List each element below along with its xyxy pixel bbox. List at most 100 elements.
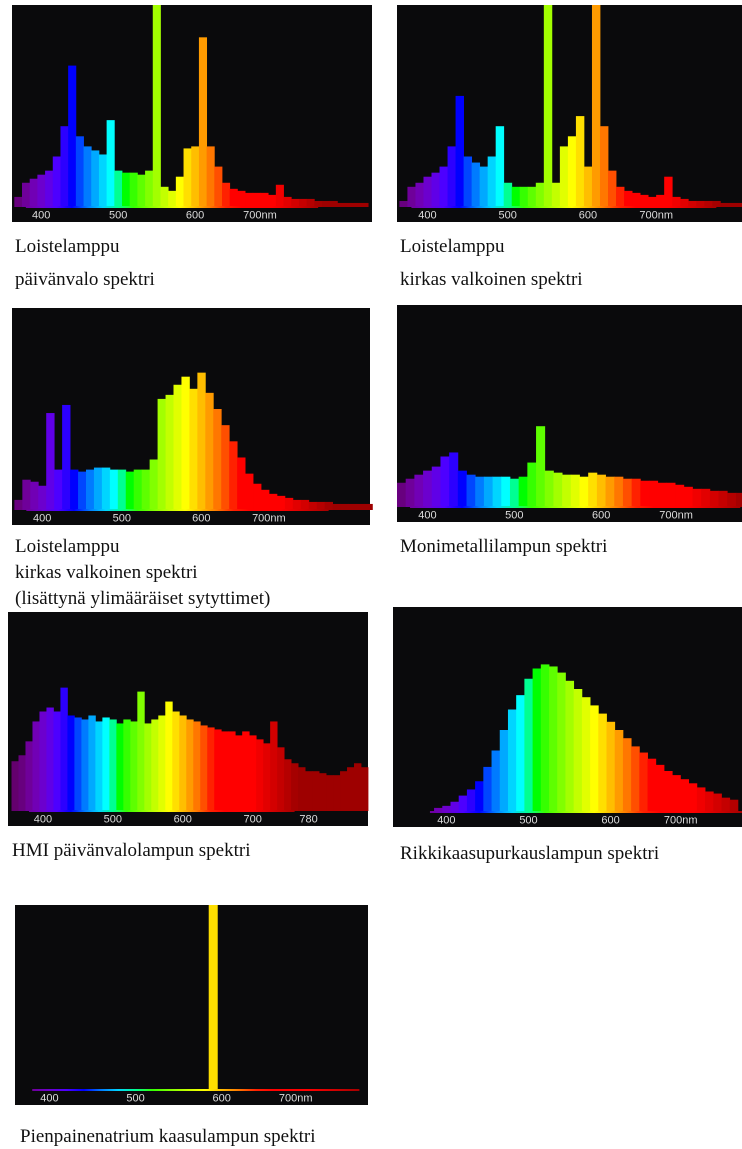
spectrum-bar [516, 695, 525, 812]
spectrum-bar [459, 796, 468, 812]
spectrum-bar [193, 721, 200, 811]
spectrum-bar [504, 183, 512, 207]
spectrum-bar [705, 792, 714, 813]
spectrum-bar [18, 755, 25, 811]
spectrum-bar [527, 463, 536, 507]
spectrum-bar [291, 199, 299, 207]
spectrum-bar [151, 719, 158, 811]
spectrum-bar [736, 493, 742, 507]
spectrum-bar [122, 173, 130, 207]
spectrum-bar [483, 767, 492, 812]
spectrum-bar [536, 183, 544, 207]
spectrum-bar [176, 177, 184, 207]
spectrum-bar [261, 490, 269, 510]
spectrum-bar [576, 116, 584, 207]
spectrum-bar [213, 409, 221, 510]
spectrum-bar [524, 679, 533, 812]
x-tick-label: 600 [592, 509, 610, 521]
spectrum-bar [150, 460, 158, 511]
spectrum-bar [590, 705, 599, 812]
spectrum-bar [326, 775, 333, 811]
spectrum-bar [207, 727, 214, 811]
spectrum-bar [552, 183, 560, 207]
spectrum-bar [354, 763, 361, 811]
spectrum-bar [631, 746, 640, 812]
spectrum-bar [606, 477, 615, 507]
spectrum-bar [22, 183, 30, 207]
spectrum-bar [571, 475, 580, 507]
spectrum-bar [276, 185, 284, 207]
spectrum-bar [333, 775, 340, 811]
spectrum-bar [579, 477, 588, 507]
spectrum-bar [191, 146, 199, 207]
x-tick-label: 700nm [639, 209, 673, 221]
spectrum-bar [614, 477, 623, 507]
spectrum-bar [317, 502, 325, 510]
x-tick-label: 700nm [243, 209, 277, 221]
spectrum-bar [284, 197, 292, 207]
spectrum-baseline [26, 509, 328, 511]
spectrum-bar [205, 393, 213, 510]
spectrum-bar [632, 479, 641, 507]
spectrum-bar [144, 723, 151, 811]
spectrum-bar [74, 717, 81, 811]
spectrum-bar [230, 189, 238, 207]
spectrum-bar [110, 470, 118, 510]
page: 400500600700nmLoistelamppupäivänvalo spe… [0, 0, 742, 1149]
spectrum-bar [512, 187, 520, 207]
spectrum-bar [364, 504, 372, 510]
spectrum-bar [158, 715, 165, 811]
spectrum-bar [423, 177, 431, 207]
spectrum-bar [46, 413, 54, 510]
spectrum-bar [45, 171, 53, 207]
spectrum-bar [492, 751, 501, 813]
spectrum-bar [458, 471, 467, 507]
spectrum-bar [172, 712, 179, 812]
spectrum-bar [658, 483, 667, 507]
spectrum-bar [475, 781, 484, 812]
spectrum-bar [229, 441, 237, 510]
spectrum-bar [158, 399, 166, 510]
x-tick-label: 700nm [279, 1092, 313, 1104]
x-tick-label: 780 [299, 813, 317, 825]
spectrum-bar [656, 765, 665, 812]
spectrum-bar [649, 481, 658, 507]
spectrum-bar [249, 735, 256, 811]
spectrum-bar [330, 201, 338, 207]
spectrum-bar [397, 483, 406, 507]
spectrum-bar [728, 203, 736, 207]
spectrum-bar [648, 759, 657, 812]
spectrum-bar [415, 183, 423, 207]
spectrum-bar [186, 719, 193, 811]
spectrum-bar [608, 171, 616, 207]
spectrum-bar [488, 157, 496, 208]
caption: Loistelamppu [400, 236, 505, 257]
spectrum-bar [130, 173, 138, 207]
spectrum-bar [78, 472, 86, 510]
x-tick-label: 600 [601, 814, 619, 826]
spectrum-bar [480, 167, 488, 207]
spectrum-bar [46, 708, 53, 811]
spectrum-bar [30, 482, 38, 510]
spectrum-bar [501, 477, 510, 507]
spectrum-bar [484, 477, 493, 507]
spectrum-bar [333, 504, 341, 510]
spectrum-bar [285, 498, 293, 510]
spectrum-bar [557, 673, 566, 812]
caption: (lisättynä ylimääräiset sytyttimet) [15, 588, 270, 609]
spectrum-bar [256, 739, 263, 811]
spectrum-bar [345, 203, 353, 207]
spectrum-bar [597, 475, 606, 507]
spectrum-bar [54, 470, 62, 510]
spectrum-bar [222, 183, 230, 207]
spectrum-bar [319, 773, 326, 811]
spectrum-bar [214, 729, 221, 811]
spectrum-bar [84, 146, 92, 207]
spectrum-bar [584, 167, 592, 207]
spectrum-bar [500, 730, 509, 812]
x-tick-label: 400 [34, 813, 52, 825]
spectrum-bar [181, 377, 189, 510]
spectrum-bar [269, 494, 277, 510]
x-tick-label: 500 [505, 509, 523, 521]
spectrum-bar [189, 389, 197, 510]
